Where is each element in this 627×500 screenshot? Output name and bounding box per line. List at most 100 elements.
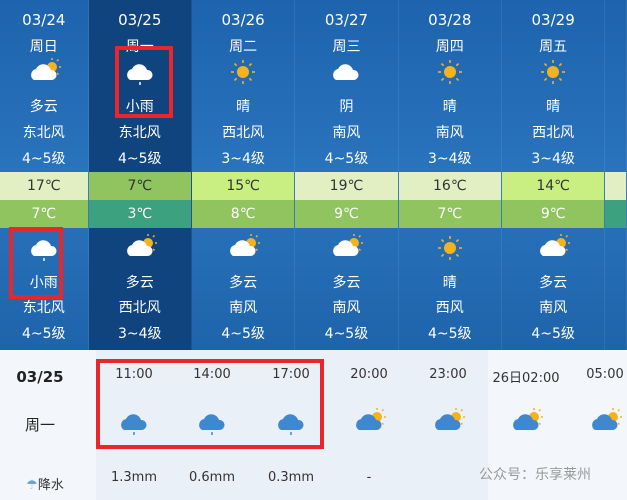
light-rain-icon xyxy=(273,408,309,440)
night-wind: 西北风 xyxy=(118,300,161,316)
night-desc: 多云 xyxy=(125,275,154,291)
low-temp: 7℃ xyxy=(398,200,501,228)
high-temp-partial xyxy=(605,172,626,200)
hourly-weekday: 周一 xyxy=(24,416,55,434)
day-wind: 东北风 xyxy=(118,125,161,141)
hour-time: 23:00 xyxy=(429,367,467,382)
light-rain-icon xyxy=(194,408,230,440)
day-column[interactable]: 03/26 周二 晴 西北风 3~4级 15℃ 8℃ 多云 南风 4~5级 xyxy=(191,0,296,350)
hour-time: 11:00 xyxy=(115,367,153,382)
light-rain-icon xyxy=(26,234,62,262)
low-temp: 9℃ xyxy=(501,200,605,228)
day-column[interactable]: 03/28 周四 晴 南风 3~4级 16℃ 7℃ 晴 西风 4~5级 xyxy=(398,0,502,350)
partly-cloudy-icon xyxy=(122,234,158,262)
day-wind: 西北风 xyxy=(532,125,575,141)
day-wind-level: 4~5级 xyxy=(324,151,369,167)
day-weekday: 周五 xyxy=(539,39,568,55)
light-rain-icon xyxy=(116,408,152,440)
day-desc: 小雨 xyxy=(125,99,154,115)
high-temp: 7℃ xyxy=(88,172,191,200)
hour-time: 20:00 xyxy=(350,367,388,382)
day-desc: 晴 xyxy=(546,99,561,115)
highlight-box xyxy=(96,359,324,449)
partly-cloudy-icon xyxy=(508,408,544,440)
day-weekday: 周四 xyxy=(435,39,464,55)
partly-cloudy-icon xyxy=(26,58,62,86)
low-temp: 3℃ xyxy=(88,200,191,228)
hour-precip: - xyxy=(366,470,372,485)
partly-cloudy-icon xyxy=(430,408,466,440)
high-temp: 19℃ xyxy=(295,172,398,200)
day-date: 03/26 xyxy=(221,11,265,29)
night-wind: 西风 xyxy=(435,300,464,316)
day-desc: 晴 xyxy=(236,99,251,115)
light-rain-icon xyxy=(122,58,158,86)
night-desc: 小雨 xyxy=(29,275,58,291)
precip-label: 降水 xyxy=(37,478,64,493)
night-wind-level: 4~5级 xyxy=(221,326,265,342)
high-temp: 15℃ xyxy=(191,172,295,200)
night-wind: 东北风 xyxy=(22,300,65,316)
night-desc: 多云 xyxy=(539,275,568,291)
night-wind: 南风 xyxy=(332,300,361,316)
night-desc: 晴 xyxy=(442,275,457,291)
hour-precip: 0.3mm xyxy=(267,470,314,485)
night-desc: 多云 xyxy=(229,275,258,291)
day-wind-level: 3~4级 xyxy=(428,151,472,167)
high-temp: 16℃ xyxy=(398,172,501,200)
overcast-icon xyxy=(328,58,364,86)
low-temp: 9℃ xyxy=(295,200,398,228)
hour-time: 05:00 xyxy=(586,367,624,382)
day-date: 03/28 xyxy=(428,11,472,29)
night-wind-level: 4~5级 xyxy=(428,326,472,342)
day-desc: 晴 xyxy=(442,99,457,115)
day-column[interactable]: 03/27 周三 阴 南风 4~5级 19℃ 9℃ 多云 南风 4~5级 xyxy=(295,0,399,350)
day-weekday: 周日 xyxy=(29,39,58,55)
day-date: 03/24 xyxy=(22,11,66,29)
night-desc: 多云 xyxy=(332,275,361,291)
partly-cloudy-icon xyxy=(225,234,261,262)
partly-cloudy-icon xyxy=(351,408,387,440)
day-wind-level: 4~5级 xyxy=(117,151,162,167)
hourly-date: 03/25 xyxy=(16,368,64,386)
high-temp: 17℃ xyxy=(0,172,88,200)
day-weekday: 周三 xyxy=(332,39,361,55)
hour-time: 26日02:00 xyxy=(492,371,560,386)
day-wind: 南风 xyxy=(332,125,361,141)
day-wind: 南风 xyxy=(435,125,464,141)
low-temp: 7℃ xyxy=(0,200,88,228)
sunny-icon xyxy=(225,58,261,86)
day-desc: 阴 xyxy=(339,99,354,115)
watermark: 公众号：乐享莱州 xyxy=(479,467,591,483)
low-temp-partial xyxy=(605,200,626,228)
day-wind: 西北风 xyxy=(222,125,265,141)
high-temp: 14℃ xyxy=(501,172,605,200)
highlight-box xyxy=(115,46,173,118)
day-wind-level: 4~5级 xyxy=(22,151,66,167)
night-wind-level: 4~5级 xyxy=(324,326,369,342)
night-wind-level: 4~5级 xyxy=(531,326,575,342)
day-wind-level: 3~4级 xyxy=(531,151,575,167)
night-wind: 南风 xyxy=(229,300,258,316)
hour-time: 14:00 xyxy=(193,367,231,382)
sunny-icon xyxy=(535,58,571,86)
day-wind: 东北风 xyxy=(22,125,65,141)
night-wind-level: 3~4级 xyxy=(117,326,162,342)
sunny-icon xyxy=(432,234,468,262)
hour-time: 17:00 xyxy=(272,367,310,382)
sunny-icon xyxy=(432,58,468,86)
day-column[interactable]: 03/24 周日 多云 东北风 4~5级 17℃ 7℃ 小雨 东北风 4~5级 xyxy=(0,0,89,350)
night-wind: 南风 xyxy=(539,300,568,316)
low-temp: 8℃ xyxy=(191,200,295,228)
partly-cloudy-icon xyxy=(535,234,571,262)
day-column[interactable]: 03/29 周五 晴 西北风 3~4级 14℃ 9℃ 多云 南风 4~5级 xyxy=(501,0,606,350)
day-column-partial xyxy=(605,0,627,350)
rain-cloud-icon: ☂ xyxy=(26,478,38,493)
partly-cloudy-icon xyxy=(587,408,623,440)
day-wind-level: 3~4级 xyxy=(221,151,265,167)
precip-label-wrap: ☂降水 xyxy=(0,474,90,493)
day-column[interactable]: 03/25 周一 小雨 东北风 4~5级 7℃ 3℃ 多云 西北风 3~4级 xyxy=(88,0,192,350)
day-weekday: 周二 xyxy=(229,39,258,55)
highlight-box xyxy=(9,227,63,299)
hour-precip: 1.3mm xyxy=(110,470,157,485)
